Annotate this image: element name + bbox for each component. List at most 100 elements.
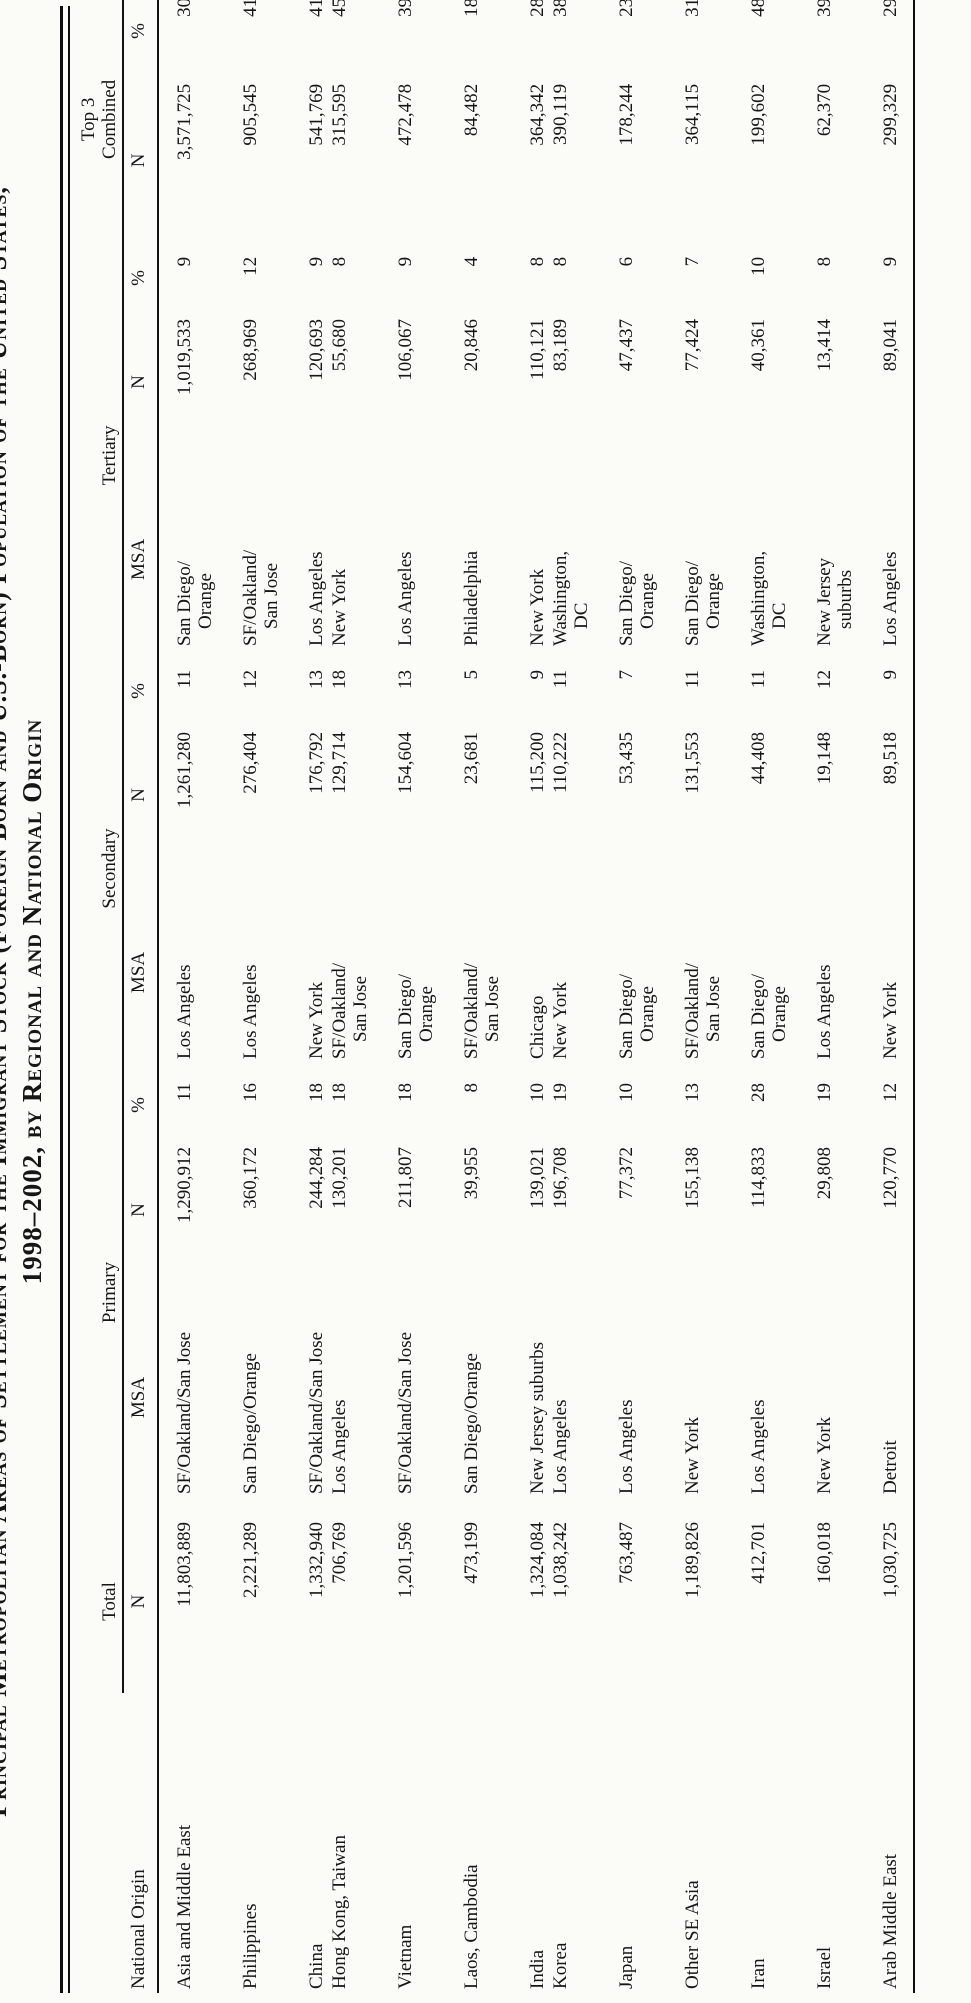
primary-msa-cell: New York <box>791 1285 857 1510</box>
column-header-top3-pct: % <box>123 0 158 72</box>
top3-n-cell: 905,545 <box>240 83 261 146</box>
top3-pct-cell: 30 <box>174 0 195 17</box>
top3-n-cell: 199,602 <box>748 83 769 146</box>
secondary-msa-line1: San Diego/ <box>395 974 416 1059</box>
secondary-msa-line1: Chicago <box>527 995 548 1059</box>
tertiary-n-cell: 40,361 <box>748 318 769 372</box>
origin-cell: Laos, Cambodia <box>461 1864 482 1989</box>
tertiary-pct-cell: 10 <box>748 256 769 276</box>
top3-n-cell: 364,342 <box>527 83 548 146</box>
group-header-top3-combined: Top 3 Combined <box>70 0 123 249</box>
table-row: Korea 1,038,242 Los Angeles 196,708 19 N… <box>549 0 593 1993</box>
tertiary-msa-line1: New York <box>329 568 350 646</box>
tertiary-msa-cell: San Diego/ Orange <box>158 457 217 662</box>
tertiary-msa-line2: DC <box>769 602 790 629</box>
table-container: Total Primary Secondary Tertiary Top 3 C… <box>60 0 915 1993</box>
secondary-msa-line2: Orange <box>416 986 437 1042</box>
tertiary-n-cell: 47,437 <box>616 318 637 372</box>
secondary-n-cell: 19,148 <box>814 731 835 785</box>
column-header-tertiary-msa: MSA <box>123 456 158 662</box>
secondary-msa-cell: San Diego/ Orange <box>372 870 438 1075</box>
secondary-pct-cell: 12 <box>240 669 261 689</box>
total-n-cell: 1,332,940 <box>306 1522 327 1598</box>
secondary-msa-line1: Los Angeles <box>174 964 195 1059</box>
top3-pct-cell: 45 <box>329 0 350 17</box>
secondary-n-cell: 176,792 <box>306 731 327 794</box>
tertiary-n-cell: 106,067 <box>395 318 416 381</box>
secondary-msa-cell: Chicago <box>504 870 549 1075</box>
settlement-table: Total Primary Secondary Tertiary Top 3 C… <box>70 0 915 1993</box>
top3-n-cell: 315,595 <box>329 83 350 146</box>
origin-cell: Hong Kong, Taiwan <box>329 1835 350 1989</box>
total-n-cell: 473,199 <box>461 1522 482 1584</box>
table-body: Asia and Middle East 11,803,889 SF/Oakla… <box>158 0 914 1993</box>
sub-header-row: National Origin N MSA N % MSA N % MSA N … <box>123 0 158 1993</box>
secondary-msa-cell: New York <box>857 870 914 1075</box>
primary-n-cell: 114,833 <box>748 1147 769 1209</box>
origin-cell: Israel <box>814 1946 835 1989</box>
secondary-pct-cell: 11 <box>174 669 195 689</box>
tertiary-n-cell: 20,846 <box>461 318 482 372</box>
primary-pct-cell: 19 <box>550 1082 571 1102</box>
primary-msa-line1: SF/Oakland/San Jose <box>306 1331 327 1494</box>
table-row: India 1,324,084 New Jersey suburbs 139,0… <box>504 0 549 1993</box>
origin-cell: Vietnam <box>395 1924 416 1989</box>
top3-pct-cell: 29 <box>880 0 901 17</box>
tertiary-msa-cell: Los Angeles <box>857 457 914 662</box>
secondary-msa-line2: Orange <box>769 986 790 1042</box>
secondary-n-cell: 276,404 <box>240 731 261 794</box>
table-row: Asia and Middle East 11,803,889 SF/Oakla… <box>158 0 217 1993</box>
tertiary-n-cell: 268,969 <box>240 318 261 381</box>
tertiary-pct-cell: 9 <box>306 256 327 267</box>
secondary-pct-cell: 5 <box>461 669 482 680</box>
primary-n-cell: 211,807 <box>395 1147 416 1209</box>
primary-msa-line1: Los Angeles <box>748 1399 769 1494</box>
primary-msa-line1: New Jersey suburbs <box>527 1342 548 1494</box>
tertiary-msa-cell: Los Angeles <box>283 457 328 662</box>
top3-pct-cell: 23 <box>616 0 637 17</box>
primary-msa-cell: SF/Oakland/San Jose <box>283 1285 328 1510</box>
primary-msa-cell: SF/Oakland/San Jose <box>158 1285 217 1510</box>
origin-cell: China <box>306 1943 327 1989</box>
table-row: Other SE Asia 1,189,826 New York 155,138… <box>659 0 725 1993</box>
tertiary-pct-cell: 12 <box>240 256 261 276</box>
primary-n-cell: 244,284 <box>306 1147 327 1209</box>
total-n-cell: 1,189,826 <box>682 1522 703 1598</box>
secondary-msa-line2: San Jose <box>482 975 503 1042</box>
tertiary-pct-cell: 8 <box>550 256 571 267</box>
primary-msa-line1: Los Angeles <box>329 1399 350 1494</box>
origin-cell: Iran <box>748 1958 769 1989</box>
table-header: Total Primary Secondary Tertiary Top 3 C… <box>70 0 158 1993</box>
secondary-msa-line2: San Jose <box>703 975 724 1042</box>
column-header-primary-n: N <box>123 1135 158 1285</box>
tertiary-msa-line1: Los Angeles <box>880 551 901 646</box>
primary-msa-cell: Detroit <box>857 1285 914 1510</box>
table-row: Laos, Cambodia 473,199 San Diego/Orange … <box>438 0 504 1993</box>
secondary-msa-line1: Los Angeles <box>240 964 261 1059</box>
tertiary-n-cell: 77,424 <box>682 318 703 372</box>
tertiary-msa-line1: Los Angeles <box>395 551 416 646</box>
secondary-msa-cell: SF/Oakland/ San Jose <box>659 870 725 1075</box>
table-row: China 1,332,940 SF/Oakland/San Jose 244,… <box>283 0 328 1993</box>
secondary-n-cell: 154,604 <box>395 731 416 794</box>
tertiary-msa-cell: New Jersey suburbs <box>791 457 857 662</box>
primary-msa-line1: Detroit <box>880 1440 901 1494</box>
top3-pct-cell: 39 <box>814 0 835 17</box>
tertiary-msa-line1: San Diego/ <box>616 560 637 646</box>
primary-msa-line1: Los Angeles <box>616 1399 637 1494</box>
primary-pct-cell: 10 <box>527 1082 548 1102</box>
origin-cell: Korea <box>550 1942 571 1989</box>
top3-n-cell: 390,119 <box>550 83 571 145</box>
group-header-row: Total Primary Secondary Tertiary Top 3 C… <box>70 0 123 1993</box>
column-header-primary-msa: MSA <box>123 1285 158 1510</box>
primary-n-cell: 120,770 <box>880 1147 901 1209</box>
total-n-cell: 763,487 <box>616 1522 637 1584</box>
tertiary-pct-cell: 6 <box>616 256 637 267</box>
tertiary-msa-cell: San Diego/ Orange <box>659 457 725 662</box>
column-header-secondary-msa: MSA <box>123 869 158 1075</box>
primary-pct-cell: 18 <box>329 1082 350 1102</box>
secondary-pct-cell: 13 <box>395 669 416 689</box>
top3-pct-cell: 41 <box>306 0 327 17</box>
primary-msa-cell: San Diego/Orange <box>438 1285 504 1510</box>
